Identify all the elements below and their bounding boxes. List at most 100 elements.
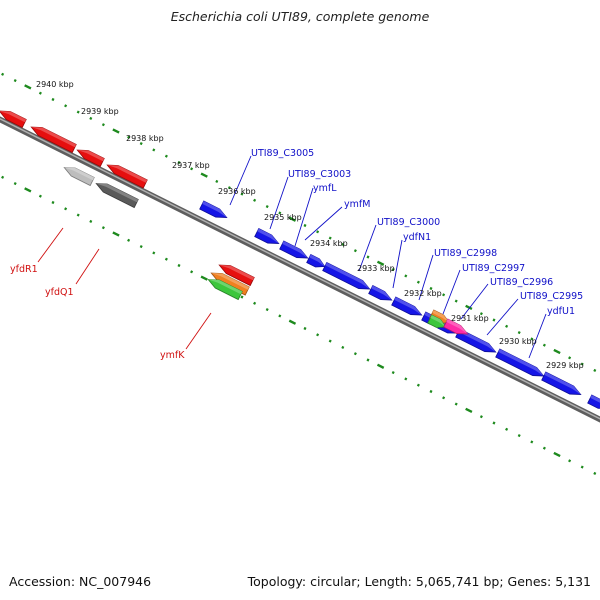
outer-tick-mark (288, 216, 297, 222)
outer-tick-mark (139, 142, 143, 146)
forward-gene-1-highlight (202, 201, 227, 218)
reverse-gene-grey-light (63, 167, 95, 187)
outer-tick-mark (240, 192, 244, 196)
inner-tick-mark (112, 231, 120, 237)
tick-label: 2937 kbp (172, 161, 210, 170)
inner-tick-mark (51, 200, 55, 205)
inner-tick-mark (190, 270, 194, 274)
forward-leader-3 (294, 187, 314, 247)
forward-gene-2-highlight (257, 228, 279, 244)
forward-gene-6 (368, 284, 393, 301)
inner-tick-mark (542, 446, 546, 450)
forward-gene-5 (322, 261, 371, 290)
outer-tick-mark (253, 198, 257, 202)
forward-gene-11-highlight (498, 349, 544, 377)
tick-label: 2935 kbp (264, 213, 302, 222)
inner-tick-mark (127, 238, 131, 242)
reverse-gene-2-highlight (31, 127, 77, 148)
gene-label-forward: ydfN1 (403, 232, 431, 243)
reverse-gene-grey-light-highlight (64, 167, 95, 181)
forward-gene-7-highlight (394, 297, 422, 316)
outer-tick-mark (265, 205, 269, 209)
forward-gene-4 (306, 253, 326, 268)
inner-tick-mark (152, 251, 156, 255)
gene-label-reverse: yfdR1 (10, 264, 38, 275)
forward-gene-green (427, 314, 447, 328)
outer-tick-mark (568, 356, 572, 360)
outer-tick-mark (200, 172, 208, 178)
inner-tick-mark (429, 389, 433, 394)
tick-label: 2933 kbp (357, 264, 395, 273)
outer-tick-mark (530, 337, 534, 341)
forward-gene-6-highlight (371, 285, 392, 301)
gene-label-reverse: yfdQ1 (45, 287, 74, 298)
outer-tick-mark (593, 368, 597, 372)
forward-leader-7 (418, 254, 434, 301)
inner-tick-mark (64, 207, 68, 211)
inner-tick-mark (479, 415, 483, 419)
gene-labels: UTI89_C3005 UTI89_C3003 ymfL ymfM UTI89_C300… (10, 148, 583, 361)
inner-tick-mark (353, 352, 357, 356)
inner-tick-mark (101, 226, 105, 230)
outer-tick-mark (353, 249, 357, 253)
outer-tick-mark (177, 160, 181, 165)
outer-tick-mark (303, 223, 307, 228)
gene-label-forward: UTI89_C2995 (520, 291, 583, 302)
outer-tick-mark (215, 179, 219, 183)
tick-label: 2939 kbp (81, 107, 119, 116)
outer-tick-mark (38, 91, 42, 95)
inner-tick-mark (240, 295, 244, 299)
inner-tick-mark (530, 440, 534, 444)
forward-gene-10-highlight (458, 329, 496, 353)
forward-leader-6 (392, 239, 403, 289)
gene-label-forward: UTI89_C2997 (462, 263, 525, 274)
outer-tick-mark (366, 255, 370, 259)
reverse-gene-3-highlight (77, 150, 105, 162)
outer-tick-mark (341, 242, 345, 246)
gene-label-forward: ydfU1 (547, 306, 575, 317)
tick-label: 2929 kbp (546, 361, 584, 370)
gene-label-forward: UTI89_C3003 (288, 169, 351, 180)
outer-tick-mark (505, 324, 509, 328)
outer-tick-mark (101, 123, 105, 127)
position-tick-labels: 2940 kbp 2939 kbp 2938 kbp 2937 kbp 2936 kbp… (36, 80, 584, 370)
inner-tick-mark (366, 358, 370, 362)
reverse-gene-3 (76, 149, 105, 168)
forward-gene-13-highlight (590, 395, 600, 403)
tick-label: 2940 kbp (36, 80, 74, 89)
forward-gene-2 (254, 227, 280, 244)
inner-tick-mark (38, 194, 42, 198)
outer-tick-mark (416, 280, 420, 284)
tick-label: 2932 kbp (404, 289, 442, 298)
outer-tick-track (1, 72, 597, 372)
inner-tick-track (1, 175, 597, 475)
inner-tick-mark (164, 257, 168, 261)
reverse-gene-orange-highlight (211, 273, 250, 290)
tick-label: 2931 kbp (451, 314, 489, 323)
gene-label-forward: ymfM (344, 199, 370, 210)
forward-gene-4-highlight (309, 254, 325, 267)
reverse-leader-1 (37, 227, 64, 263)
accession-text: Accession: NC_007946 (9, 574, 152, 589)
inner-tick-mark (89, 219, 93, 223)
outer-tick-mark (190, 167, 194, 171)
outer-tick-mark (51, 97, 55, 102)
reverse-gene-grey-dark-highlight (96, 183, 139, 203)
inner-tick-mark (341, 345, 345, 349)
outer-tick-mark (465, 304, 473, 311)
forward-leader-9 (460, 283, 489, 320)
reverse-gene-orange (210, 272, 250, 296)
tick-label: 2934 kbp (310, 239, 348, 248)
outer-tick-mark (479, 312, 483, 316)
reverse-gene-1 (0, 110, 27, 129)
inner-tick-mark (416, 383, 420, 387)
reverse-leader-2 (75, 248, 100, 285)
forward-gene-magenta-highlight (446, 319, 468, 335)
inner-tick-mark (442, 396, 446, 400)
inner-tick-mark (517, 434, 521, 438)
forward-gene-12 (541, 371, 582, 395)
gene-label-forward: UTI89_C3000 (377, 217, 440, 228)
gene-label-forward: UTI89_C3005 (251, 148, 314, 159)
outer-tick-mark (152, 148, 156, 152)
outer-tick-mark (13, 79, 17, 83)
